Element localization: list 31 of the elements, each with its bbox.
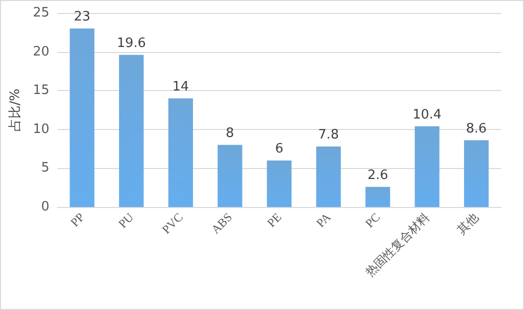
bar (168, 98, 193, 207)
bar (266, 160, 292, 207)
bar (316, 146, 341, 207)
x-tick-label: PE (264, 210, 284, 230)
bar (119, 54, 144, 207)
data-label: 10.4 (412, 107, 442, 122)
y-axis-title: 占比/% (8, 88, 23, 132)
y-tick-label: 5 (41, 160, 50, 176)
data-label: 23 (74, 10, 90, 25)
x-tick-label: PA (313, 210, 334, 230)
data-label: 8 (226, 126, 234, 141)
bar (414, 126, 440, 207)
data-label: 19.6 (116, 36, 146, 51)
bar (218, 144, 242, 207)
x-tick-label: 其他 (454, 210, 482, 237)
x-tick-label: PP (68, 210, 88, 230)
x-tick-label: PC (362, 210, 383, 230)
data-label: 7.8 (318, 127, 339, 142)
y-tick-label: 15 (32, 83, 50, 98)
data-label: 2.6 (367, 168, 388, 183)
y-tick-label: 20 (32, 44, 50, 60)
bar (464, 140, 489, 207)
y-tick-label: 25 (32, 6, 50, 20)
x-tick-label: PU (116, 210, 137, 231)
bar (365, 186, 390, 207)
data-label: 6 (275, 141, 284, 156)
bar (70, 28, 94, 207)
y-tick-label: 10 (32, 122, 50, 137)
data-label: 14 (172, 79, 189, 94)
y-tick-label: 0 (41, 200, 50, 214)
data-label: 8.6 (466, 121, 487, 136)
